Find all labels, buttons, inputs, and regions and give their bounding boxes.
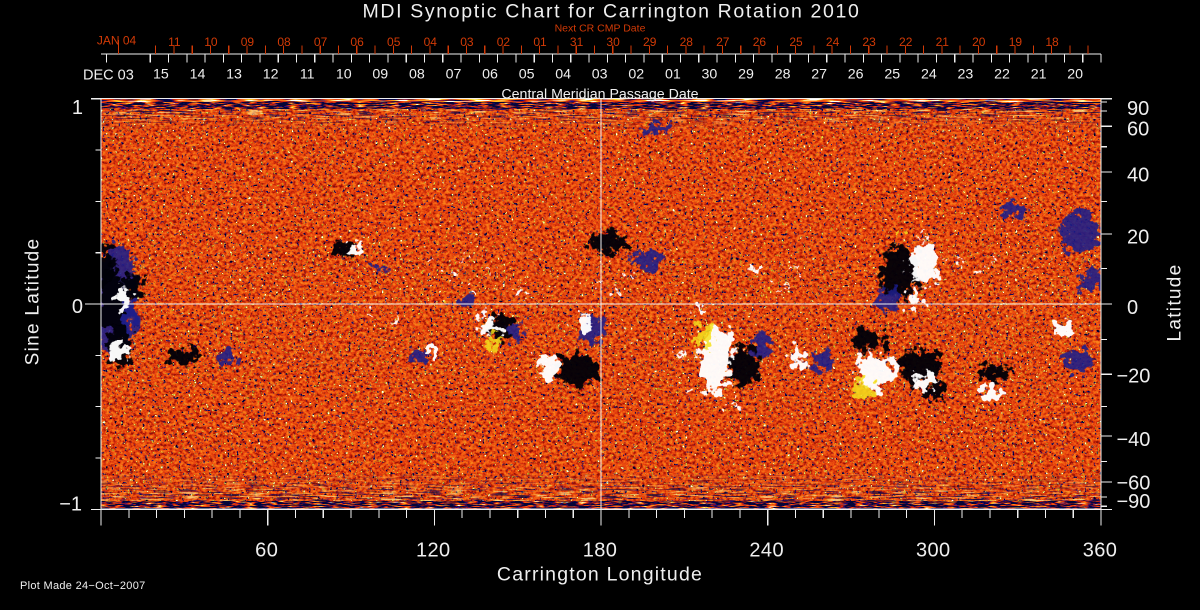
svg-text:120: 120: [416, 539, 451, 561]
svg-text:03: 03: [460, 35, 474, 49]
svg-text:29: 29: [738, 67, 754, 83]
svg-text:Sine Latitude: Sine Latitude: [23, 238, 44, 366]
svg-text:04: 04: [555, 67, 571, 83]
svg-text:−40: −40: [1117, 429, 1151, 451]
svg-text:28: 28: [775, 67, 791, 83]
svg-text:31: 31: [570, 35, 584, 49]
svg-text:12: 12: [263, 67, 279, 83]
svg-text:0: 0: [1127, 297, 1138, 319]
svg-text:01: 01: [533, 35, 547, 49]
svg-text:22: 22: [994, 67, 1010, 83]
svg-text:10: 10: [204, 35, 218, 49]
svg-text:13: 13: [226, 67, 242, 83]
svg-text:02: 02: [497, 35, 511, 49]
svg-text:24: 24: [921, 67, 937, 83]
svg-text:09: 09: [372, 67, 388, 83]
svg-text:240: 240: [749, 539, 784, 561]
svg-text:08: 08: [277, 35, 291, 49]
svg-text:DEC 03: DEC 03: [83, 68, 134, 84]
svg-text:60: 60: [1127, 118, 1149, 140]
svg-text:30: 30: [606, 35, 620, 49]
svg-text:06: 06: [350, 35, 364, 49]
svg-text:27: 27: [716, 35, 730, 49]
svg-text:06: 06: [482, 67, 498, 83]
svg-text:−20: −20: [1117, 365, 1151, 387]
svg-text:26: 26: [753, 35, 767, 49]
svg-text:21: 21: [936, 35, 950, 49]
svg-text:04: 04: [424, 35, 438, 49]
svg-text:21: 21: [1031, 67, 1047, 83]
svg-text:24: 24: [826, 35, 840, 49]
svg-text:15: 15: [153, 67, 169, 83]
svg-text:25: 25: [884, 67, 900, 83]
svg-text:03: 03: [592, 67, 608, 83]
svg-text:90: 90: [1127, 98, 1149, 120]
svg-text:360: 360: [1083, 539, 1118, 561]
svg-text:05: 05: [519, 67, 535, 83]
svg-text:MDI Synoptic Chart for Carring: MDI Synoptic Chart for Carrington Rotati…: [362, 1, 860, 23]
svg-text:19: 19: [1009, 35, 1023, 49]
svg-text:0: 0: [72, 296, 83, 318]
svg-text:Central Meridian Passage Date: Central Meridian Passage Date: [501, 87, 698, 103]
svg-text:27: 27: [811, 67, 827, 83]
svg-text:Plot Made 24−Oct−2007: Plot Made 24−Oct−2007: [20, 580, 146, 592]
svg-text:22: 22: [899, 35, 913, 49]
svg-text:02: 02: [628, 67, 644, 83]
svg-text:23: 23: [958, 67, 974, 83]
svg-text:26: 26: [848, 67, 864, 83]
svg-text:14: 14: [190, 67, 206, 83]
svg-text:−1: −1: [59, 493, 82, 515]
svg-text:300: 300: [916, 539, 951, 561]
svg-text:Next CR CMP Date: Next CR CMP Date: [555, 23, 646, 35]
svg-text:−90: −90: [1117, 491, 1151, 513]
svg-text:05: 05: [387, 35, 401, 49]
svg-text:28: 28: [680, 35, 694, 49]
svg-text:09: 09: [241, 35, 255, 49]
svg-text:29: 29: [643, 35, 657, 49]
svg-text:11: 11: [300, 67, 315, 83]
svg-text:20: 20: [972, 35, 986, 49]
svg-text:Latitude: Latitude: [1165, 263, 1186, 341]
svg-text:10: 10: [336, 67, 352, 83]
svg-text:11: 11: [168, 35, 181, 49]
svg-text:07: 07: [314, 35, 328, 49]
svg-text:08: 08: [409, 67, 425, 83]
svg-text:23: 23: [862, 35, 876, 49]
svg-text:07: 07: [446, 67, 462, 83]
svg-text:JAN 04: JAN 04: [97, 33, 137, 47]
svg-text:1: 1: [72, 97, 83, 119]
svg-text:18: 18: [1045, 35, 1059, 49]
svg-text:−60: −60: [1117, 472, 1151, 494]
svg-text:20: 20: [1067, 67, 1083, 83]
svg-text:25: 25: [789, 35, 803, 49]
svg-text:60: 60: [255, 539, 278, 561]
svg-text:40: 40: [1127, 164, 1149, 186]
svg-text:01: 01: [665, 67, 681, 83]
svg-text:30: 30: [702, 67, 718, 83]
svg-text:180: 180: [583, 539, 618, 561]
svg-text:Carrington Longitude: Carrington Longitude: [497, 564, 703, 586]
svg-text:20: 20: [1127, 226, 1149, 248]
